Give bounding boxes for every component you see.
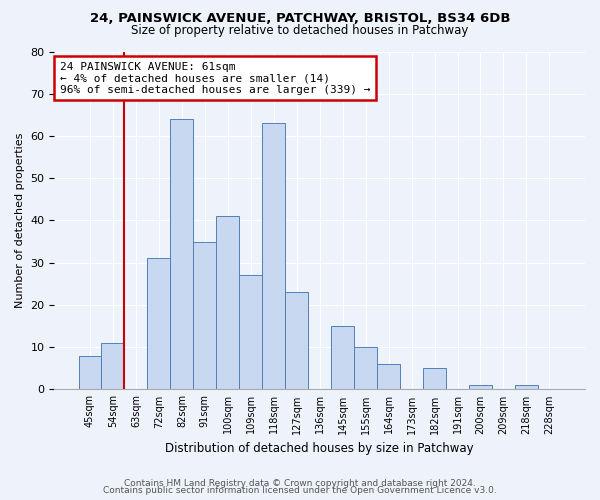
Text: 24, PAINSWICK AVENUE, PATCHWAY, BRISTOL, BS34 6DB: 24, PAINSWICK AVENUE, PATCHWAY, BRISTOL,… [90, 12, 510, 26]
Bar [331, 326, 354, 390]
Bar [148, 258, 170, 390]
Bar [354, 347, 377, 390]
Bar [170, 119, 193, 390]
Bar [423, 368, 446, 390]
Bar [79, 356, 101, 390]
Bar [285, 292, 308, 390]
Bar [377, 364, 400, 390]
Bar [101, 343, 124, 390]
Text: Size of property relative to detached houses in Patchway: Size of property relative to detached ho… [131, 24, 469, 37]
Bar [515, 385, 538, 390]
Bar [217, 216, 239, 390]
Text: Contains public sector information licensed under the Open Government Licence v3: Contains public sector information licen… [103, 486, 497, 495]
Text: 24 PAINSWICK AVENUE: 61sqm
← 4% of detached houses are smaller (14)
96% of semi-: 24 PAINSWICK AVENUE: 61sqm ← 4% of detac… [60, 62, 370, 95]
Y-axis label: Number of detached properties: Number of detached properties [15, 133, 25, 308]
Bar [239, 276, 262, 390]
Bar [193, 242, 217, 390]
X-axis label: Distribution of detached houses by size in Patchway: Distribution of detached houses by size … [166, 442, 474, 455]
Text: Contains HM Land Registry data © Crown copyright and database right 2024.: Contains HM Land Registry data © Crown c… [124, 478, 476, 488]
Bar [262, 124, 285, 390]
Bar [469, 385, 492, 390]
